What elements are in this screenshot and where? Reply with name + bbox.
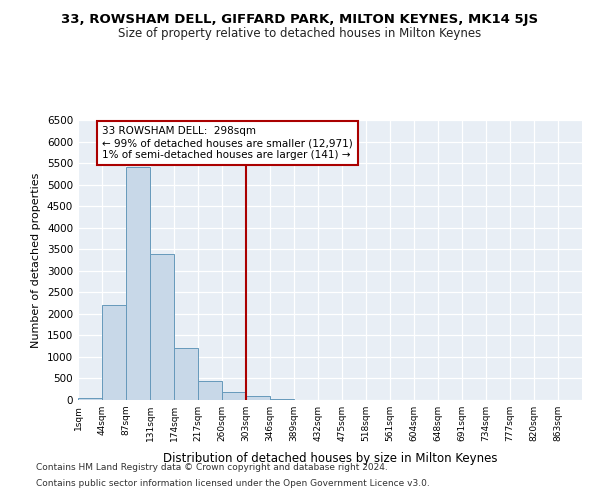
Bar: [151, 254, 175, 400]
X-axis label: Distribution of detached houses by size in Milton Keynes: Distribution of detached houses by size …: [163, 452, 497, 466]
Bar: [102, 305, 126, 400]
Bar: [175, 348, 198, 400]
Bar: [126, 168, 150, 400]
Bar: [246, 396, 270, 400]
Bar: [270, 399, 294, 400]
Text: Contains public sector information licensed under the Open Government Licence v3: Contains public sector information licen…: [36, 478, 430, 488]
Y-axis label: Number of detached properties: Number of detached properties: [31, 172, 41, 348]
Text: 33 ROWSHAM DELL:  298sqm
← 99% of detached houses are smaller (12,971)
1% of sem: 33 ROWSHAM DELL: 298sqm ← 99% of detache…: [102, 126, 353, 160]
Bar: [222, 392, 246, 400]
Text: Size of property relative to detached houses in Milton Keynes: Size of property relative to detached ho…: [118, 28, 482, 40]
Bar: [198, 380, 222, 400]
Bar: [78, 398, 102, 400]
Text: 33, ROWSHAM DELL, GIFFARD PARK, MILTON KEYNES, MK14 5JS: 33, ROWSHAM DELL, GIFFARD PARK, MILTON K…: [61, 12, 539, 26]
Text: Contains HM Land Registry data © Crown copyright and database right 2024.: Contains HM Land Registry data © Crown c…: [36, 464, 388, 472]
